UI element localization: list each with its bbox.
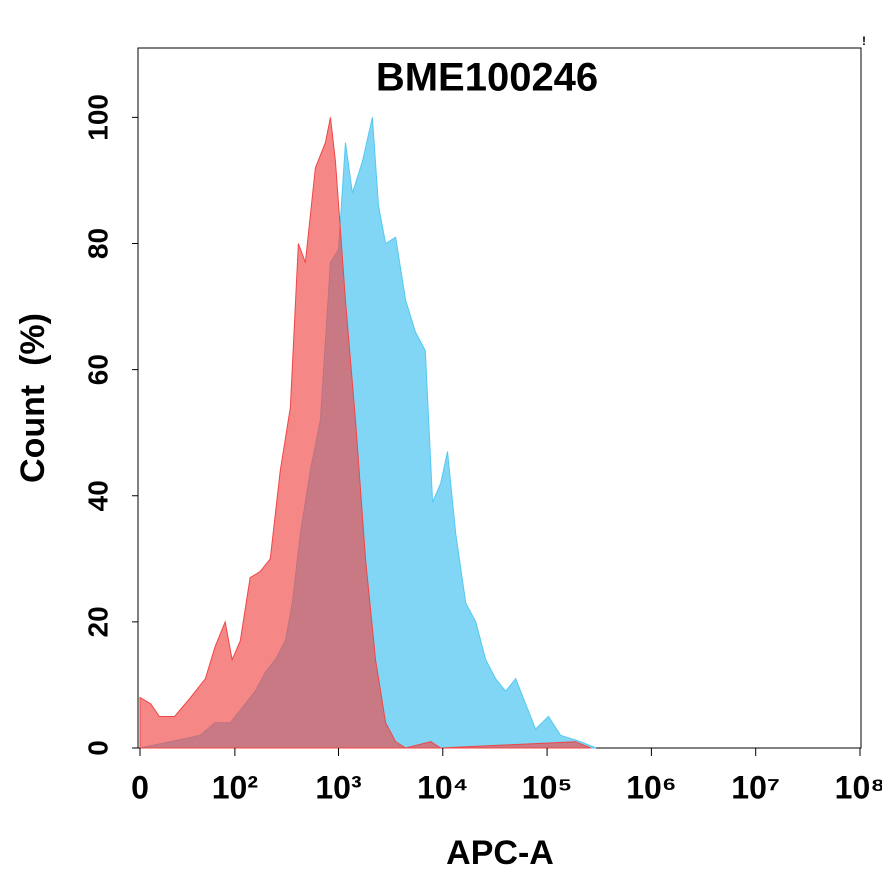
x-tick-label: 10³ xyxy=(315,769,361,805)
x-tick-label: 10⁷ xyxy=(731,769,780,805)
x-tick-label: 10⁴ xyxy=(417,769,468,805)
y-tick-label: 20 xyxy=(82,606,113,637)
x-tick-label: 0 xyxy=(131,769,149,805)
x-tick-label: 10⁵ xyxy=(522,769,573,805)
histogram-area xyxy=(139,117,591,749)
y-tick-label: 80 xyxy=(82,228,113,259)
chart-title: BME100246 xyxy=(376,56,598,100)
x-tick-label: 10⁸ xyxy=(835,769,882,805)
x-axis-label: APC-A xyxy=(446,834,554,872)
x-tick-label: 10² xyxy=(212,769,258,805)
y-tick-label: 0 xyxy=(82,740,113,756)
y-axis-label: Count (%) xyxy=(14,313,52,483)
x-tick-label: 10⁶ xyxy=(626,769,676,805)
y-tick-label: 60 xyxy=(82,354,113,385)
annotation: ! xyxy=(862,34,866,48)
y-tick-label: 100 xyxy=(82,94,113,141)
plot-area xyxy=(139,117,597,749)
y-tick-label: 40 xyxy=(82,480,113,511)
